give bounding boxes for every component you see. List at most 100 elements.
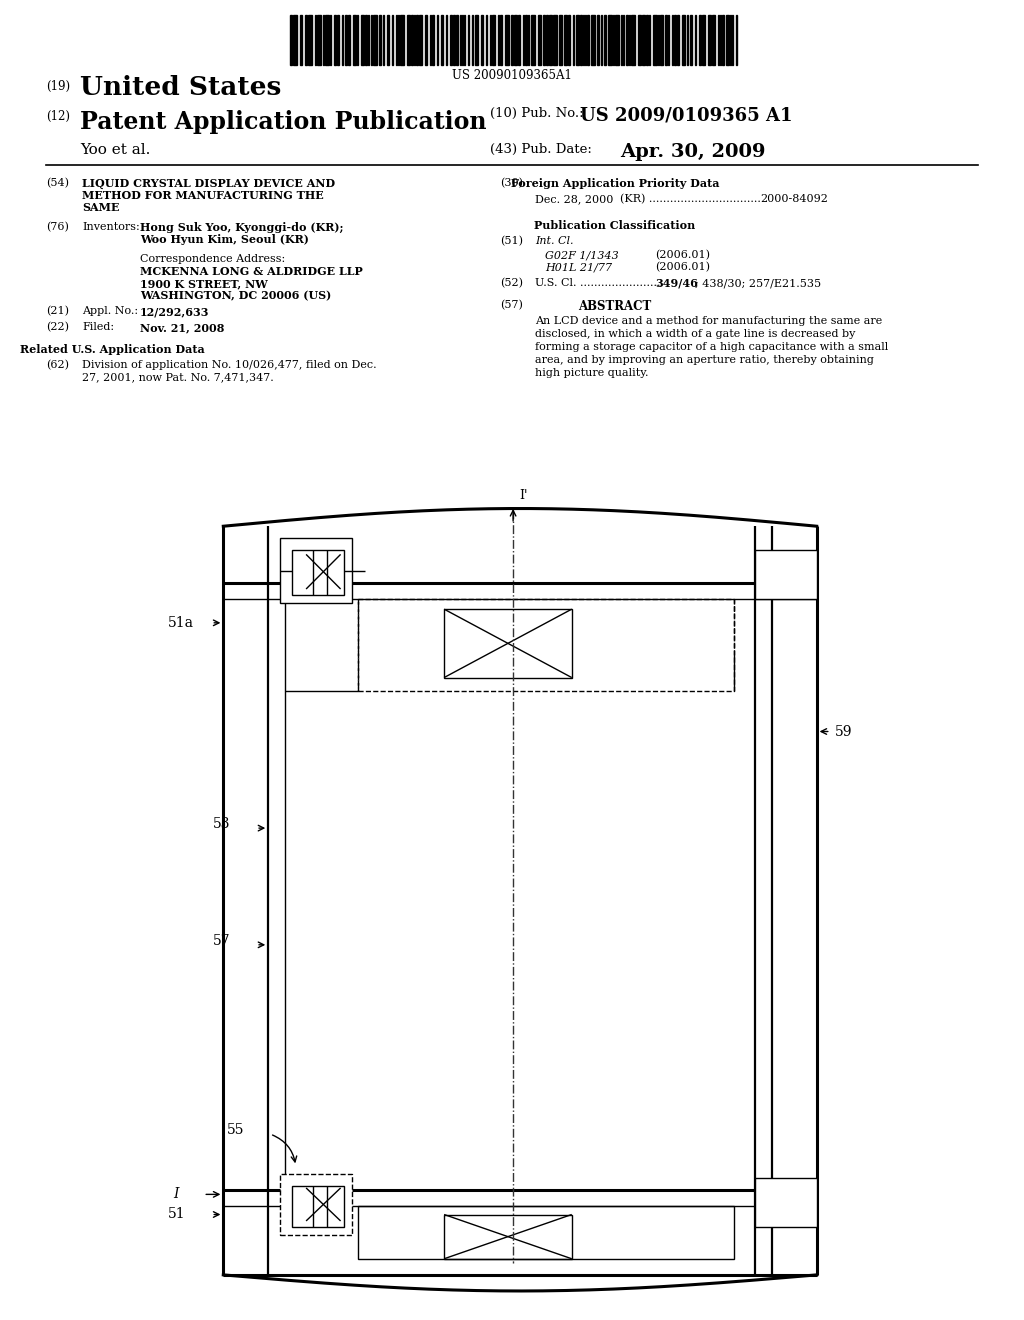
Text: (21): (21)	[46, 306, 69, 317]
Text: 12/292,633: 12/292,633	[140, 306, 210, 317]
Text: Related U.S. Application Data: Related U.S. Application Data	[19, 345, 205, 355]
Bar	[441, 15, 443, 65]
Text: Appl. No.:: Appl. No.:	[82, 306, 138, 315]
Text: Patent Application Publication: Patent Application Publication	[80, 110, 486, 135]
Bar	[538, 15, 541, 65]
Text: (51): (51)	[500, 236, 523, 247]
Bar	[525, 15, 527, 65]
Bar	[604, 15, 606, 65]
Text: Yoo et al.: Yoo et al.	[80, 143, 151, 157]
Text: 53: 53	[213, 817, 230, 832]
Text: Correspondence Address:: Correspondence Address:	[140, 253, 286, 264]
Bar	[568, 15, 570, 65]
Text: ; 438/30; 257/E21.535: ; 438/30; 257/E21.535	[695, 279, 821, 288]
Bar	[416, 15, 418, 65]
Bar	[549, 15, 552, 65]
Text: (57): (57)	[500, 300, 523, 310]
Bar	[481, 15, 483, 65]
Bar	[514, 15, 517, 65]
Text: United States: United States	[80, 75, 282, 100]
Bar	[511, 15, 513, 65]
Text: SAME: SAME	[82, 202, 120, 213]
Text: (54): (54)	[46, 178, 69, 189]
Text: Division of application No. 10/026,477, filed on Dec.: Division of application No. 10/026,477, …	[82, 360, 377, 370]
Bar	[660, 15, 663, 65]
Bar	[500, 15, 502, 65]
Text: Apr. 30, 2009: Apr. 30, 2009	[620, 143, 766, 161]
Text: Nov. 21, 2008: Nov. 21, 2008	[140, 322, 224, 333]
Bar	[290, 15, 292, 65]
Text: 27, 2001, now Pat. No. 7,471,347.: 27, 2001, now Pat. No. 7,471,347.	[82, 372, 273, 381]
Text: I': I'	[519, 490, 527, 502]
Text: I: I	[173, 1188, 179, 1201]
Bar	[300, 15, 302, 65]
Bar	[444, 609, 571, 677]
Bar	[387, 15, 389, 65]
Bar	[317, 15, 321, 65]
Text: 55: 55	[227, 1123, 245, 1137]
Bar	[553, 15, 557, 65]
Bar	[518, 15, 520, 65]
Bar	[646, 15, 648, 65]
Text: area, and by improving an aperture ratio, thereby obtaining: area, and by improving an aperture ratio…	[535, 355, 873, 366]
Text: Dec. 28, 2000: Dec. 28, 2000	[535, 194, 613, 205]
Bar	[682, 15, 685, 65]
Text: LIQUID CRYSTAL DISPLAY DEVICE AND: LIQUID CRYSTAL DISPLAY DEVICE AND	[82, 178, 335, 189]
Bar	[280, 539, 352, 603]
Bar	[345, 15, 347, 65]
Bar	[575, 15, 579, 65]
Text: Foreign Application Priority Data: Foreign Application Priority Data	[511, 178, 719, 189]
Bar	[505, 15, 509, 65]
Text: 349/46: 349/46	[655, 279, 698, 289]
Text: Publication Classification: Publication Classification	[535, 220, 695, 231]
Text: high picture quality.: high picture quality.	[535, 368, 648, 378]
Bar	[615, 15, 618, 65]
Text: (2006.01): (2006.01)	[655, 261, 710, 272]
Bar	[726, 15, 729, 65]
Bar	[337, 15, 339, 65]
Bar	[425, 15, 427, 65]
Bar	[674, 15, 676, 65]
Text: US 20090109365A1: US 20090109365A1	[452, 69, 572, 82]
Bar	[702, 15, 705, 65]
Bar	[543, 15, 545, 65]
Text: 2000-84092: 2000-84092	[760, 194, 827, 205]
Text: Woo Hyun Kim, Seoul (KR): Woo Hyun Kim, Seoul (KR)	[140, 234, 309, 246]
Bar	[587, 15, 589, 65]
Bar	[450, 15, 452, 65]
Bar	[608, 15, 612, 65]
Bar	[293, 15, 297, 65]
Text: Filed:: Filed:	[82, 322, 114, 333]
Bar	[348, 15, 350, 65]
Bar	[492, 15, 495, 65]
Bar	[665, 15, 667, 65]
Text: (52): (52)	[500, 279, 523, 288]
Text: Inventors:: Inventors:	[82, 222, 139, 232]
Text: (2006.01): (2006.01)	[655, 249, 710, 260]
Text: (62): (62)	[46, 360, 69, 371]
Text: (76): (76)	[46, 222, 69, 232]
Bar	[631, 15, 635, 65]
Bar	[357, 1206, 734, 1259]
Text: .......................: .......................	[580, 279, 660, 288]
Bar	[580, 15, 582, 65]
Bar	[444, 1214, 571, 1259]
Text: (30): (30)	[500, 178, 523, 189]
Bar	[597, 15, 599, 65]
Bar	[638, 15, 641, 65]
Bar	[308, 15, 312, 65]
Bar	[334, 15, 336, 65]
Bar	[755, 550, 817, 599]
Bar	[559, 15, 562, 65]
Bar	[591, 15, 595, 65]
Bar	[361, 15, 364, 65]
Text: Int. Cl.: Int. Cl.	[535, 236, 573, 246]
Bar	[365, 15, 367, 65]
Bar	[708, 15, 711, 65]
Bar	[546, 15, 548, 65]
Text: forming a storage capacitor of a high capacitance with a small: forming a storage capacitor of a high ca…	[535, 342, 888, 352]
Text: 51a: 51a	[168, 616, 195, 630]
Text: 57: 57	[213, 933, 230, 948]
Bar	[292, 1187, 344, 1226]
Bar	[353, 15, 356, 65]
